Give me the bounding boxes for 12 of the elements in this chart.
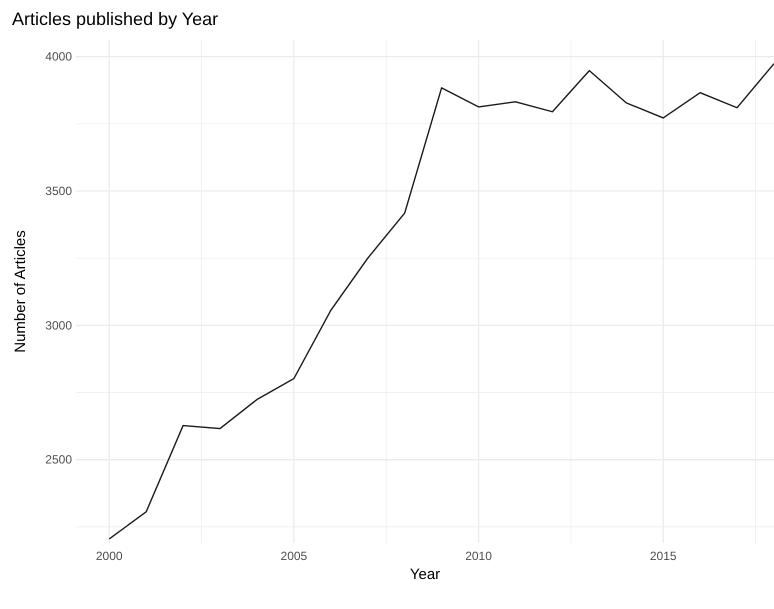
y-tick-label: 2500	[45, 452, 72, 467]
x-tick-label: 2005	[280, 549, 308, 563]
x-tick-label: 2000	[96, 549, 123, 563]
chart-title: Articles published by Year	[12, 9, 218, 29]
x-axis-title: Year	[410, 566, 440, 583]
y-tick-label: 4000	[45, 50, 72, 64]
line-series	[108, 62, 774, 540]
x-tick-label: 2015	[650, 549, 677, 563]
y-axis-title: Number of Articles	[12, 230, 29, 353]
y-tick-label: 3500	[45, 184, 72, 198]
x-tick-label: 2010	[465, 549, 492, 563]
y-tick-label: 3000	[45, 318, 72, 332]
